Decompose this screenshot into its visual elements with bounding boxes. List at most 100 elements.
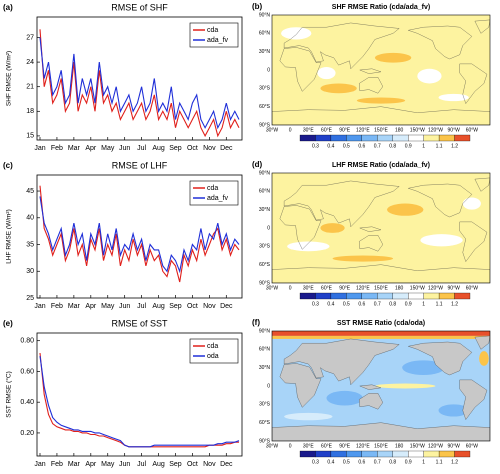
y-axis-label: SST RMSE (°C) xyxy=(5,371,13,418)
x-tick-label: Feb xyxy=(51,461,63,468)
lon-label: 30°W xyxy=(266,443,279,449)
map-frame xyxy=(271,330,491,442)
colorbar-label: 0.9 xyxy=(405,301,412,307)
lon-label: 120°W xyxy=(428,285,443,291)
x-tick-label: Oct xyxy=(187,461,198,468)
lon-label: 30°E xyxy=(303,127,315,133)
panel-label: (f) xyxy=(252,318,260,327)
colorbar-label: 0.3 xyxy=(312,143,319,149)
y-axis-label: SHF RMSE (W/m²) xyxy=(6,51,13,106)
panel-label: (a) xyxy=(3,3,13,12)
chart-title: RMSE of SHF xyxy=(111,2,168,12)
x-tick-label: Oct xyxy=(187,303,198,310)
lat-label: 60°S xyxy=(259,104,271,110)
map xyxy=(272,173,490,283)
colorbar-swatch xyxy=(377,134,393,142)
colorbar-label: 0.8 xyxy=(389,301,396,307)
x-tick-label: Mar xyxy=(68,145,81,152)
x-tick-label: May xyxy=(101,303,115,310)
series-line xyxy=(39,185,240,283)
y-tick-label: 27 xyxy=(26,34,34,41)
lat-label: 60°N xyxy=(259,31,271,37)
colorbar-swatch xyxy=(346,450,362,458)
plot-frame xyxy=(36,16,243,141)
lat-label: 90°S xyxy=(259,280,271,286)
y-tick-label: 15 xyxy=(26,133,34,140)
lon-label: 120°W xyxy=(428,443,443,449)
lat-label: 90°N xyxy=(259,170,271,176)
lon-label: 60°W xyxy=(466,285,479,291)
legend-box xyxy=(189,180,239,206)
x-tick-label: Sep xyxy=(169,461,182,468)
colorbar-label: 0.3 xyxy=(312,459,319,465)
colorbar-swatch xyxy=(438,450,455,458)
x-tick-label: Feb xyxy=(51,145,63,152)
legend-box xyxy=(189,338,239,364)
colorbar-label: 1.2 xyxy=(451,143,458,149)
y-tick-label: 35 xyxy=(26,241,34,248)
colorbar-label: 0.8 xyxy=(389,143,396,149)
lon-label: 60°E xyxy=(321,443,333,449)
x-tick-label: Jan xyxy=(34,461,45,468)
lon-label: 30°E xyxy=(303,285,315,291)
lon-label: 0 xyxy=(289,285,292,291)
colorbar-swatch xyxy=(299,292,316,300)
colorbar-swatch xyxy=(361,450,378,458)
map-title: SHF RMSE Ratio (cda/ada_fv) xyxy=(332,4,430,11)
x-tick-label: Aug xyxy=(152,145,165,152)
y-tick-label: 21 xyxy=(26,84,34,91)
colorbar-label: 0.7 xyxy=(374,301,381,307)
colorbar-swatch xyxy=(330,450,347,458)
x-tick-label: Jan xyxy=(34,303,45,310)
colorbar-swatch xyxy=(454,450,471,458)
x-tick-label: Apr xyxy=(85,303,97,310)
colorbar-label: 0.8 xyxy=(389,459,396,465)
colorbar-swatch xyxy=(315,450,332,458)
lat-label: 60°N xyxy=(259,189,271,195)
lat-label: 60°N xyxy=(259,347,271,353)
lat-label: 30°S xyxy=(259,402,271,408)
panel-label: (e) xyxy=(3,319,13,328)
panel-label: (b) xyxy=(252,2,263,11)
colorbar-swatch xyxy=(299,450,316,458)
lon-label: 180 xyxy=(395,443,404,449)
lon-label: 30°E xyxy=(303,443,315,449)
lon-label: 90°E xyxy=(339,443,351,449)
colorbar-label: 1.2 xyxy=(451,459,458,465)
lon-label: 150°W xyxy=(410,285,425,291)
x-tick-label: Nov xyxy=(203,303,216,310)
x-tick-label: Mar xyxy=(68,461,81,468)
colorbar-swatch xyxy=(361,292,378,300)
colorbar-swatch xyxy=(454,134,471,142)
x-tick-label: May xyxy=(101,145,115,152)
x-tick-label: Sep xyxy=(169,145,182,152)
colorbar-swatch xyxy=(377,450,393,458)
colorbar-label: 0.7 xyxy=(374,459,381,465)
colorbar-swatch xyxy=(299,134,316,142)
lon-label: 120°E xyxy=(356,127,370,133)
y-axis-label: LHF RMSE (W/m²) xyxy=(6,209,13,264)
colorbar-swatch xyxy=(423,450,440,458)
legend-label: cda xyxy=(207,27,218,34)
lon-label: 60°W xyxy=(466,127,479,133)
colorbar-swatch xyxy=(330,292,347,300)
x-tick-label: Jun xyxy=(119,303,130,310)
x-tick-label: Mar xyxy=(68,303,81,310)
x-tick-label: Aug xyxy=(152,303,165,310)
x-tick-label: Nov xyxy=(203,145,216,152)
lat-label: 90°S xyxy=(259,438,271,444)
x-tick-label: Jul xyxy=(137,145,146,152)
colorbar-label: 0.9 xyxy=(405,143,412,149)
colorbar-swatch xyxy=(346,134,362,142)
panel-label: (d) xyxy=(252,160,263,169)
lon-label: 0 xyxy=(289,127,292,133)
x-tick-label: Dec xyxy=(220,303,233,310)
lon-label: 90°W xyxy=(448,285,461,291)
colorbar-label: 0.4 xyxy=(327,143,334,149)
lon-label: 90°W xyxy=(448,127,461,133)
plot-frame xyxy=(36,332,243,457)
lon-label: 30°W xyxy=(266,285,279,291)
lon-label: 120°E xyxy=(356,443,370,449)
series-line xyxy=(39,352,239,448)
colorbar-label: 0.6 xyxy=(358,143,365,149)
